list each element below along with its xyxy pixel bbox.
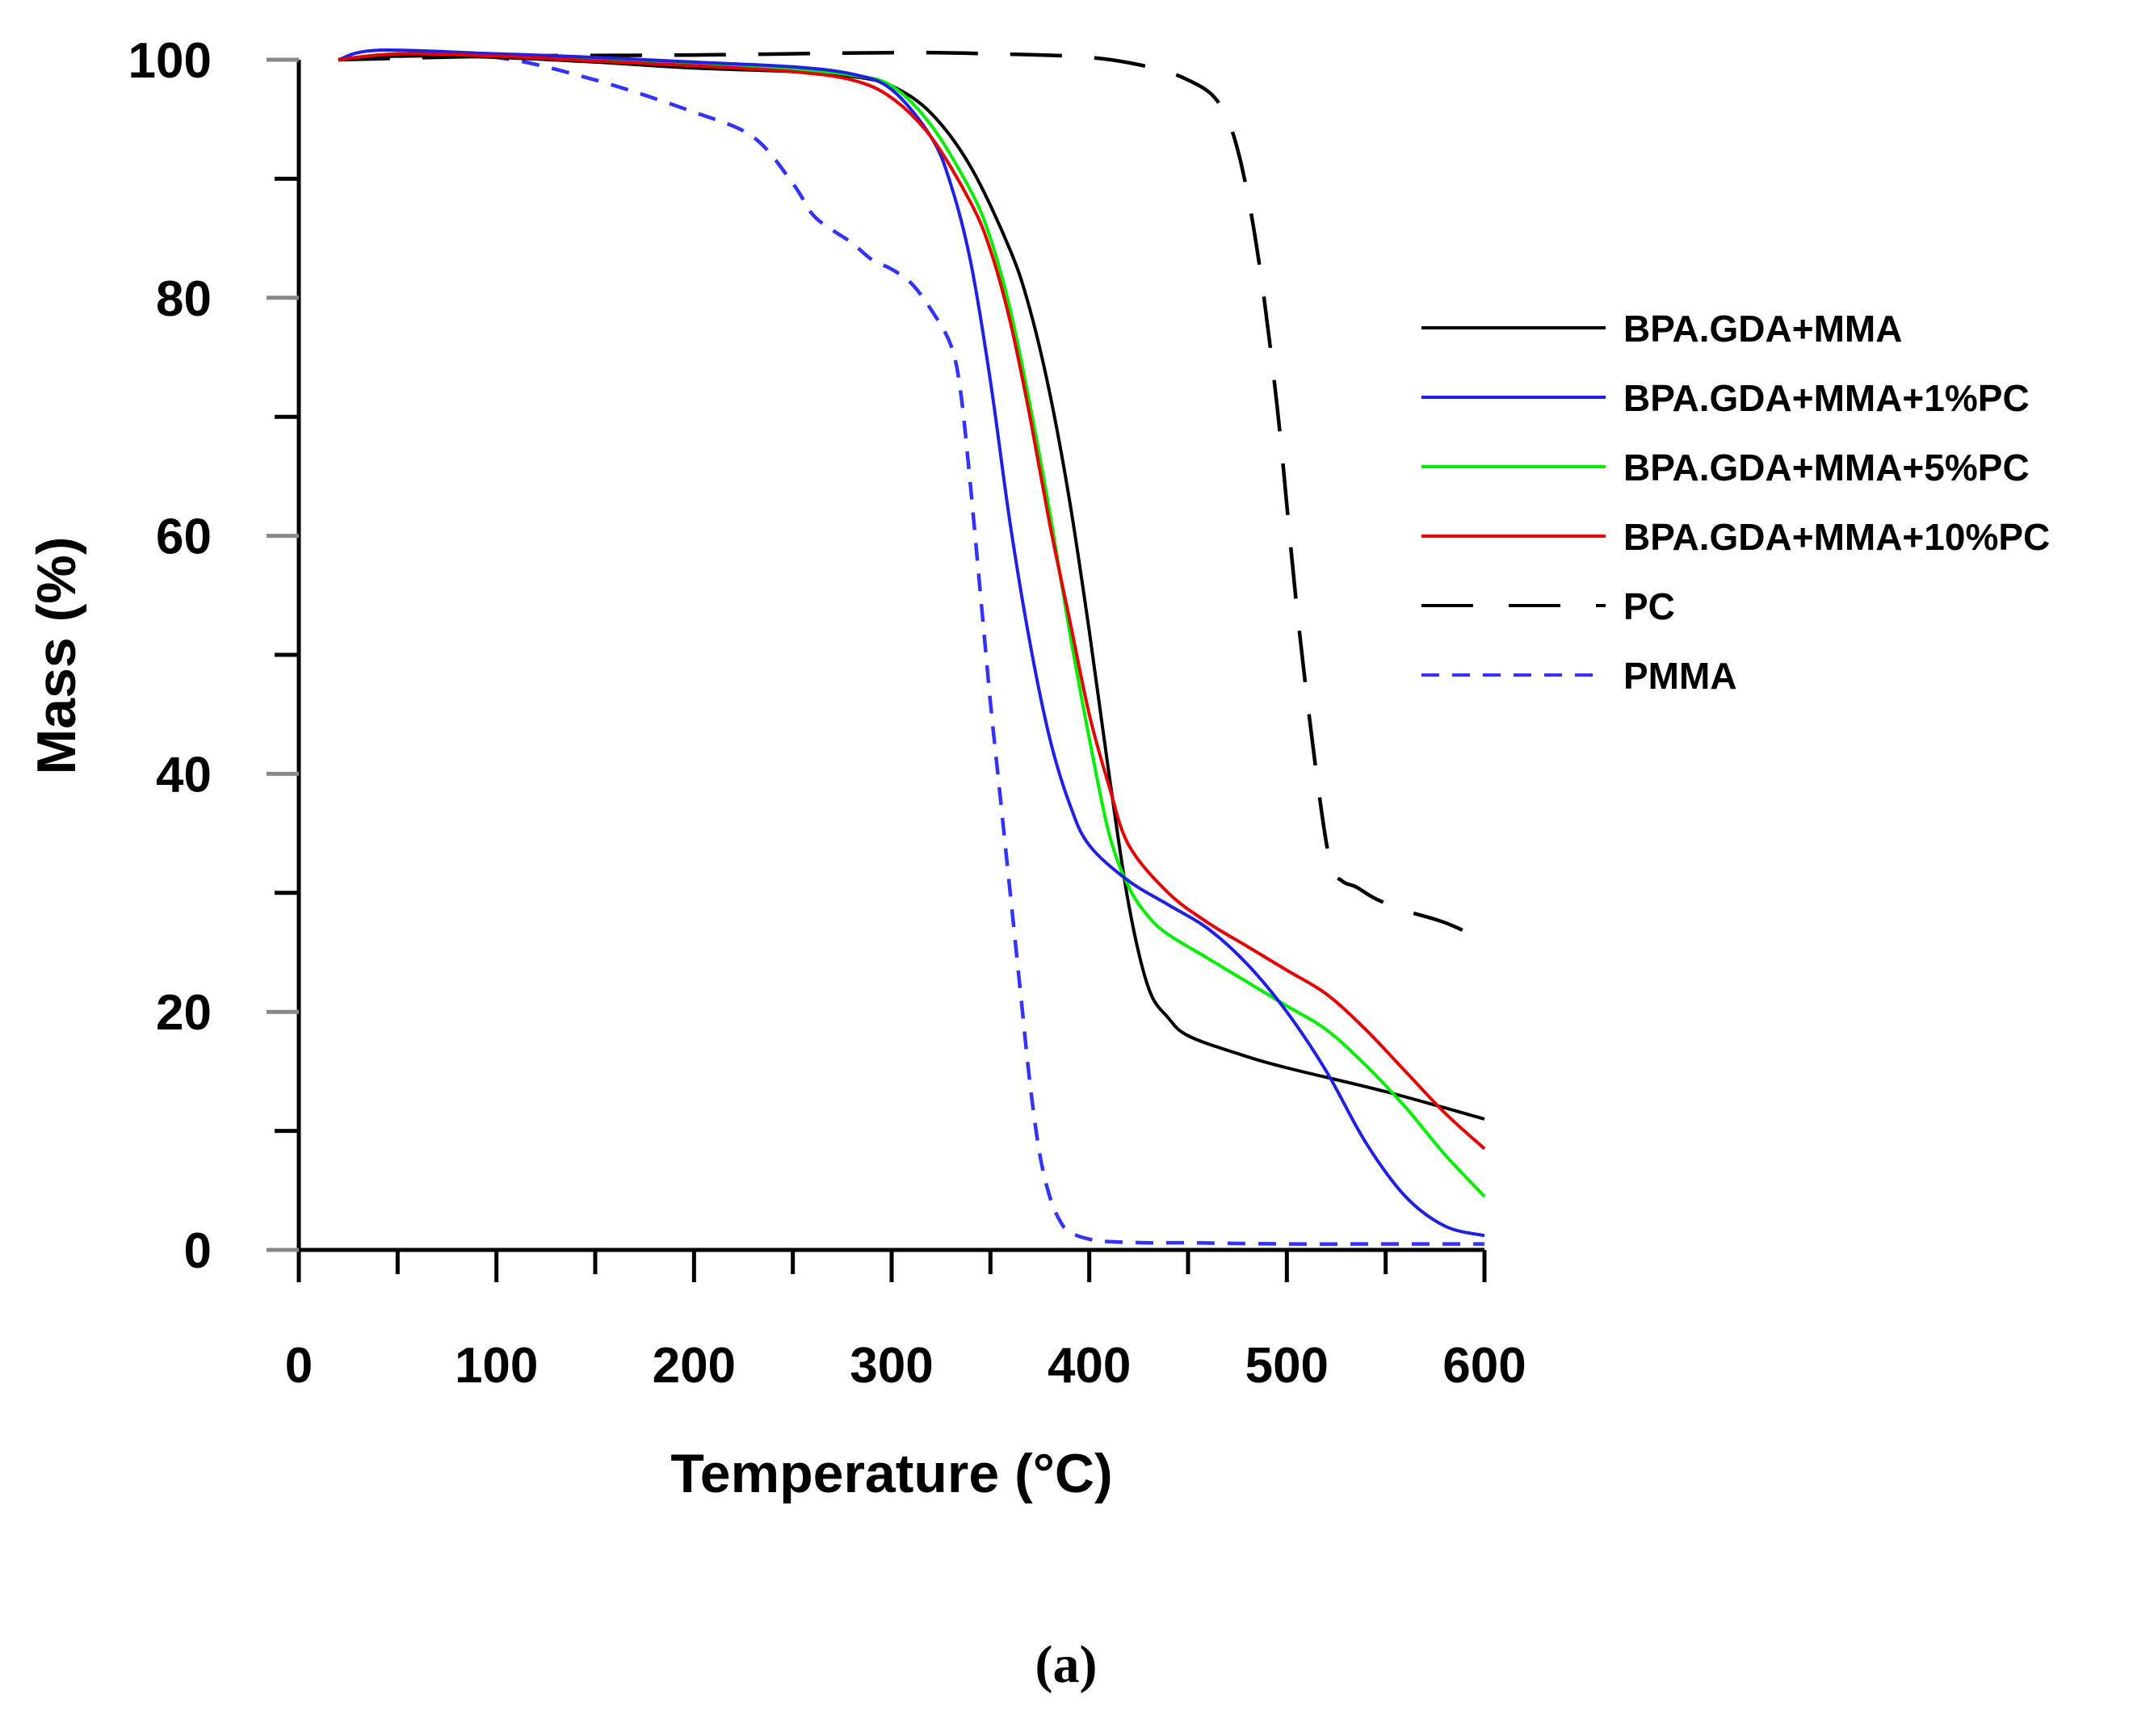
panel-label: (a) [1035,1635,1098,1694]
x-tick-label: 400 [1048,1338,1131,1394]
x-tick-label: 500 [1245,1338,1329,1394]
legend-label-pmma: PMMA [1623,655,1737,697]
x-tick-label: 0 [285,1338,313,1394]
series-line-bpa-gda-mma-1-pc [338,48,1485,1238]
legend-label-bpa-gda-mma-1-pc: BPA.GDA+MMA+1%PC [1623,377,2030,419]
series-group [338,48,1486,1246]
x-tick-label: 100 [455,1338,538,1394]
legend-label-bpa-gda-mma-5-pc: BPA.GDA+MMA+5%PC [1623,447,2030,489]
legend-label-bpa-gda-mma-10-pc: BPA.GDA+MMA+10%PC [1623,516,2050,558]
x-ticks [296,1250,1487,1282]
y-tick-label: 20 [156,985,212,1041]
y-axis-title: Mass (%) [26,537,87,775]
series-line-pmma [338,53,1484,1246]
y-ticks [267,57,299,1252]
x-tick-label: 600 [1442,1338,1526,1394]
y-tick-label: 100 [128,33,212,89]
series-line-bpa-gda-mma-5-pc [338,52,1486,1198]
y-tick-label: 0 [184,1223,212,1279]
legend: BPA.GDA+MMA BPA.GDA+MMA+1%PC BPA.GDA+MMA+5… [1421,308,2050,697]
x-axis-title: Temperature (°C) [670,1443,1112,1504]
y-tick-labels: 0 20 40 60 80 100 [128,33,212,1279]
x-tick-labels: 0 100 200 300 400 500 600 [285,1338,1526,1394]
legend-label-bpa-gda-mma: BPA.GDA+MMA [1623,308,1902,350]
y-tick-label: 80 [156,271,212,327]
y-tick-label: 60 [156,509,212,565]
x-tick-label: 200 [653,1338,736,1394]
series-line-bpa-gda-mma [338,54,1485,1121]
series-line-bpa-gda-mma-10-pc [338,52,1486,1151]
series-line-pc [338,50,1485,942]
y-tick-label: 40 [156,747,212,803]
x-tick-label: 300 [850,1338,933,1394]
legend-label-pc: PC [1623,585,1675,627]
